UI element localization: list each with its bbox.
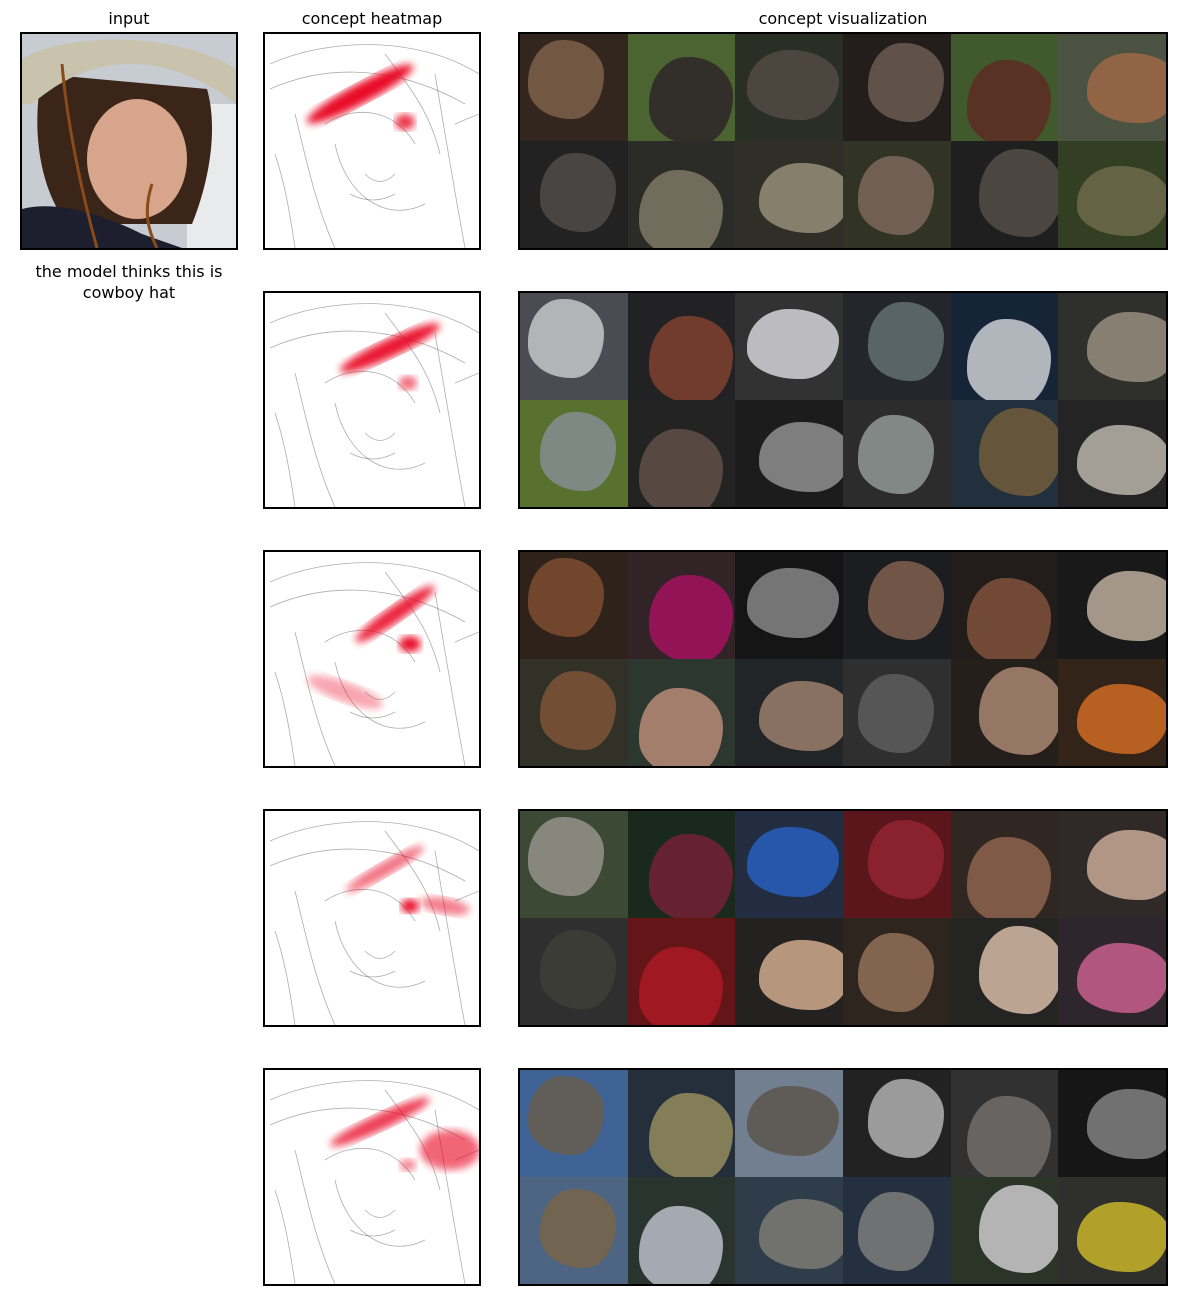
input-portrait-graphic	[22, 34, 236, 248]
concept-example-tile	[950, 552, 1059, 659]
concept-heatmap	[263, 1068, 481, 1286]
concept-example-tile	[842, 659, 951, 766]
heatmap-hotspot	[307, 675, 383, 709]
concept-example-tile	[1058, 811, 1166, 918]
concept-example-tile	[627, 34, 736, 141]
heatmap-graphic	[265, 34, 479, 248]
concept-visualization-grid	[518, 32, 1168, 250]
concept-example-tile	[842, 918, 951, 1025]
concept-example-tile	[950, 1070, 1059, 1177]
prediction-caption: the model thinks this is cowboy hat	[35, 262, 223, 302]
concept-example-tile	[627, 400, 736, 507]
heatmap-graphic	[265, 552, 479, 766]
concept-example-tile	[627, 293, 736, 400]
concept-example-tile	[950, 400, 1059, 507]
concept-example-tile	[735, 811, 843, 918]
heatmap-hotspot	[355, 585, 435, 643]
heatmap-hotspot	[399, 376, 417, 390]
concept-example-tile	[520, 1070, 628, 1177]
concept-example-tile	[1058, 1070, 1166, 1177]
concept-example-tile	[1058, 918, 1166, 1025]
concept-example-tile	[735, 1177, 843, 1284]
heatmap-column-title: concept heatmap	[301, 9, 443, 28]
concept-example-tile	[735, 552, 843, 659]
concept-example-tile	[950, 141, 1059, 248]
concept-visualization-grid	[518, 809, 1168, 1027]
concept-example-tile	[842, 1177, 951, 1284]
concept-example-tile	[735, 293, 843, 400]
concept-heatmap	[263, 550, 481, 768]
concept-example-tile	[627, 1070, 736, 1177]
heatmap-hotspot	[420, 1130, 479, 1170]
heatmap-hotspot	[330, 1097, 430, 1147]
input-image	[20, 32, 238, 250]
visualization-column-title: concept visualization	[758, 9, 928, 28]
concept-example-tile	[627, 659, 736, 766]
concept-example-tile	[1058, 141, 1166, 248]
concept-example-tile	[842, 811, 951, 918]
heatmap-hotspot	[399, 636, 421, 652]
concept-example-tile	[950, 659, 1059, 766]
concept-example-tile	[520, 400, 628, 507]
concept-example-tile	[1058, 1177, 1166, 1284]
concept-example-tile	[735, 400, 843, 507]
concept-example-tile	[950, 1177, 1059, 1284]
concept-example-tile	[735, 141, 843, 248]
heatmap-hotspot	[340, 323, 440, 373]
concept-example-tile	[842, 34, 951, 141]
concept-example-tile	[627, 141, 736, 248]
concept-example-tile	[1058, 400, 1166, 507]
heatmap-hotspot	[345, 845, 425, 893]
concept-visualization-grid	[518, 291, 1168, 509]
concept-example-tile	[520, 811, 628, 918]
concept-example-tile	[520, 918, 628, 1025]
concept-example-tile	[842, 1070, 951, 1177]
concept-example-tile	[1058, 34, 1166, 141]
heatmap-hotspot	[306, 64, 414, 124]
concept-example-tile	[735, 34, 843, 141]
heatmap-hotspot	[395, 114, 415, 130]
concept-example-tile	[842, 400, 951, 507]
concept-example-tile	[520, 1177, 628, 1284]
concept-example-tile	[950, 293, 1059, 400]
concept-example-tile	[842, 293, 951, 400]
concept-example-tile	[735, 918, 843, 1025]
heatmap-graphic	[265, 811, 479, 1025]
concept-visualization-grid	[518, 550, 1168, 768]
concept-example-tile	[1058, 552, 1166, 659]
concept-example-tile	[1058, 293, 1166, 400]
concept-example-tile	[842, 552, 951, 659]
concept-example-tile	[520, 141, 628, 248]
concept-heatmap	[263, 32, 481, 250]
heatmap-hotspot	[400, 1159, 416, 1171]
concept-example-tile	[627, 552, 736, 659]
concept-heatmap	[263, 291, 481, 509]
concept-example-tile	[735, 1070, 843, 1177]
concept-example-tile	[950, 811, 1059, 918]
concept-example-tile	[842, 141, 951, 248]
concept-example-tile	[627, 918, 736, 1025]
concept-example-tile	[520, 552, 628, 659]
concept-example-tile	[627, 811, 736, 918]
concept-example-tile	[735, 659, 843, 766]
heatmap-graphic	[265, 1070, 479, 1284]
heatmap-hotspot	[420, 897, 470, 915]
concept-heatmap	[263, 809, 481, 1027]
concept-example-tile	[520, 34, 628, 141]
concept-example-tile	[520, 659, 628, 766]
heatmap-hotspot	[401, 899, 419, 913]
concept-visualization-grid	[518, 1068, 1168, 1286]
concept-example-tile	[950, 34, 1059, 141]
input-column-title: input	[108, 9, 150, 28]
concept-example-tile	[627, 1177, 736, 1284]
heatmap-graphic	[265, 293, 479, 507]
concept-example-tile	[1058, 659, 1166, 766]
concept-example-tile	[520, 293, 628, 400]
concept-example-tile	[950, 918, 1059, 1025]
